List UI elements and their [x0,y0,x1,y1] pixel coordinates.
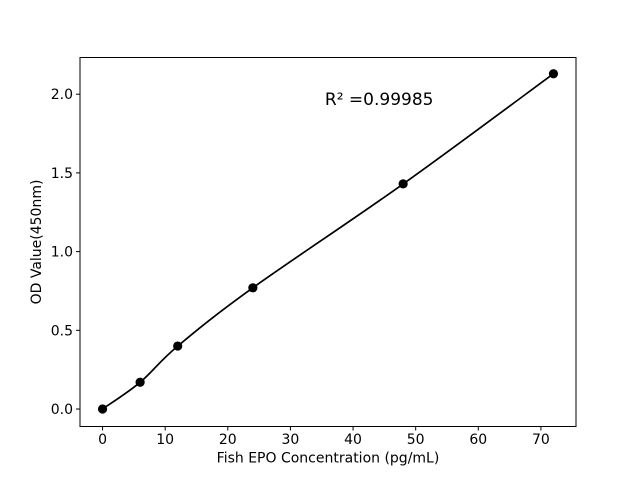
data-point-marker [97,404,108,414]
x-axis-ticks: 0 10 20 30 40 50 60 70 [98,426,550,448]
data-points [97,69,559,414]
x-tick-label: 20 [219,432,237,448]
x-tick-label: 0 [98,432,107,448]
y-tick-label: 1.5 [51,166,73,182]
data-point-marker [548,69,559,79]
y-axis-ticks: 0.0 0.5 1.0 1.5 2.0 [51,87,80,418]
y-tick-label: 1.0 [51,245,73,261]
x-tick-label: 50 [407,432,425,448]
x-tick-label: 70 [532,432,550,448]
y-tick-label: 0.5 [51,323,73,339]
r-squared-annotation: R² =0.99985 [325,90,434,110]
data-point-marker [135,377,145,387]
x-tick-label: 40 [344,432,362,448]
y-tick-label: 2.0 [51,87,73,103]
y-tick-label: 0.0 [51,402,73,418]
x-tick-label: 30 [282,432,300,448]
data-point-marker [173,341,183,351]
x-tick-label: 60 [469,432,487,448]
plot-area-border [79,57,577,427]
data-point-marker [398,179,408,189]
x-axis-label: Fish EPO Concentration (pg/mL) [217,451,440,467]
trend-line [102,73,555,410]
data-point-marker [248,283,258,293]
x-tick-label: 10 [156,432,174,448]
y-axis-label: OD Value(450nm) [29,180,45,305]
